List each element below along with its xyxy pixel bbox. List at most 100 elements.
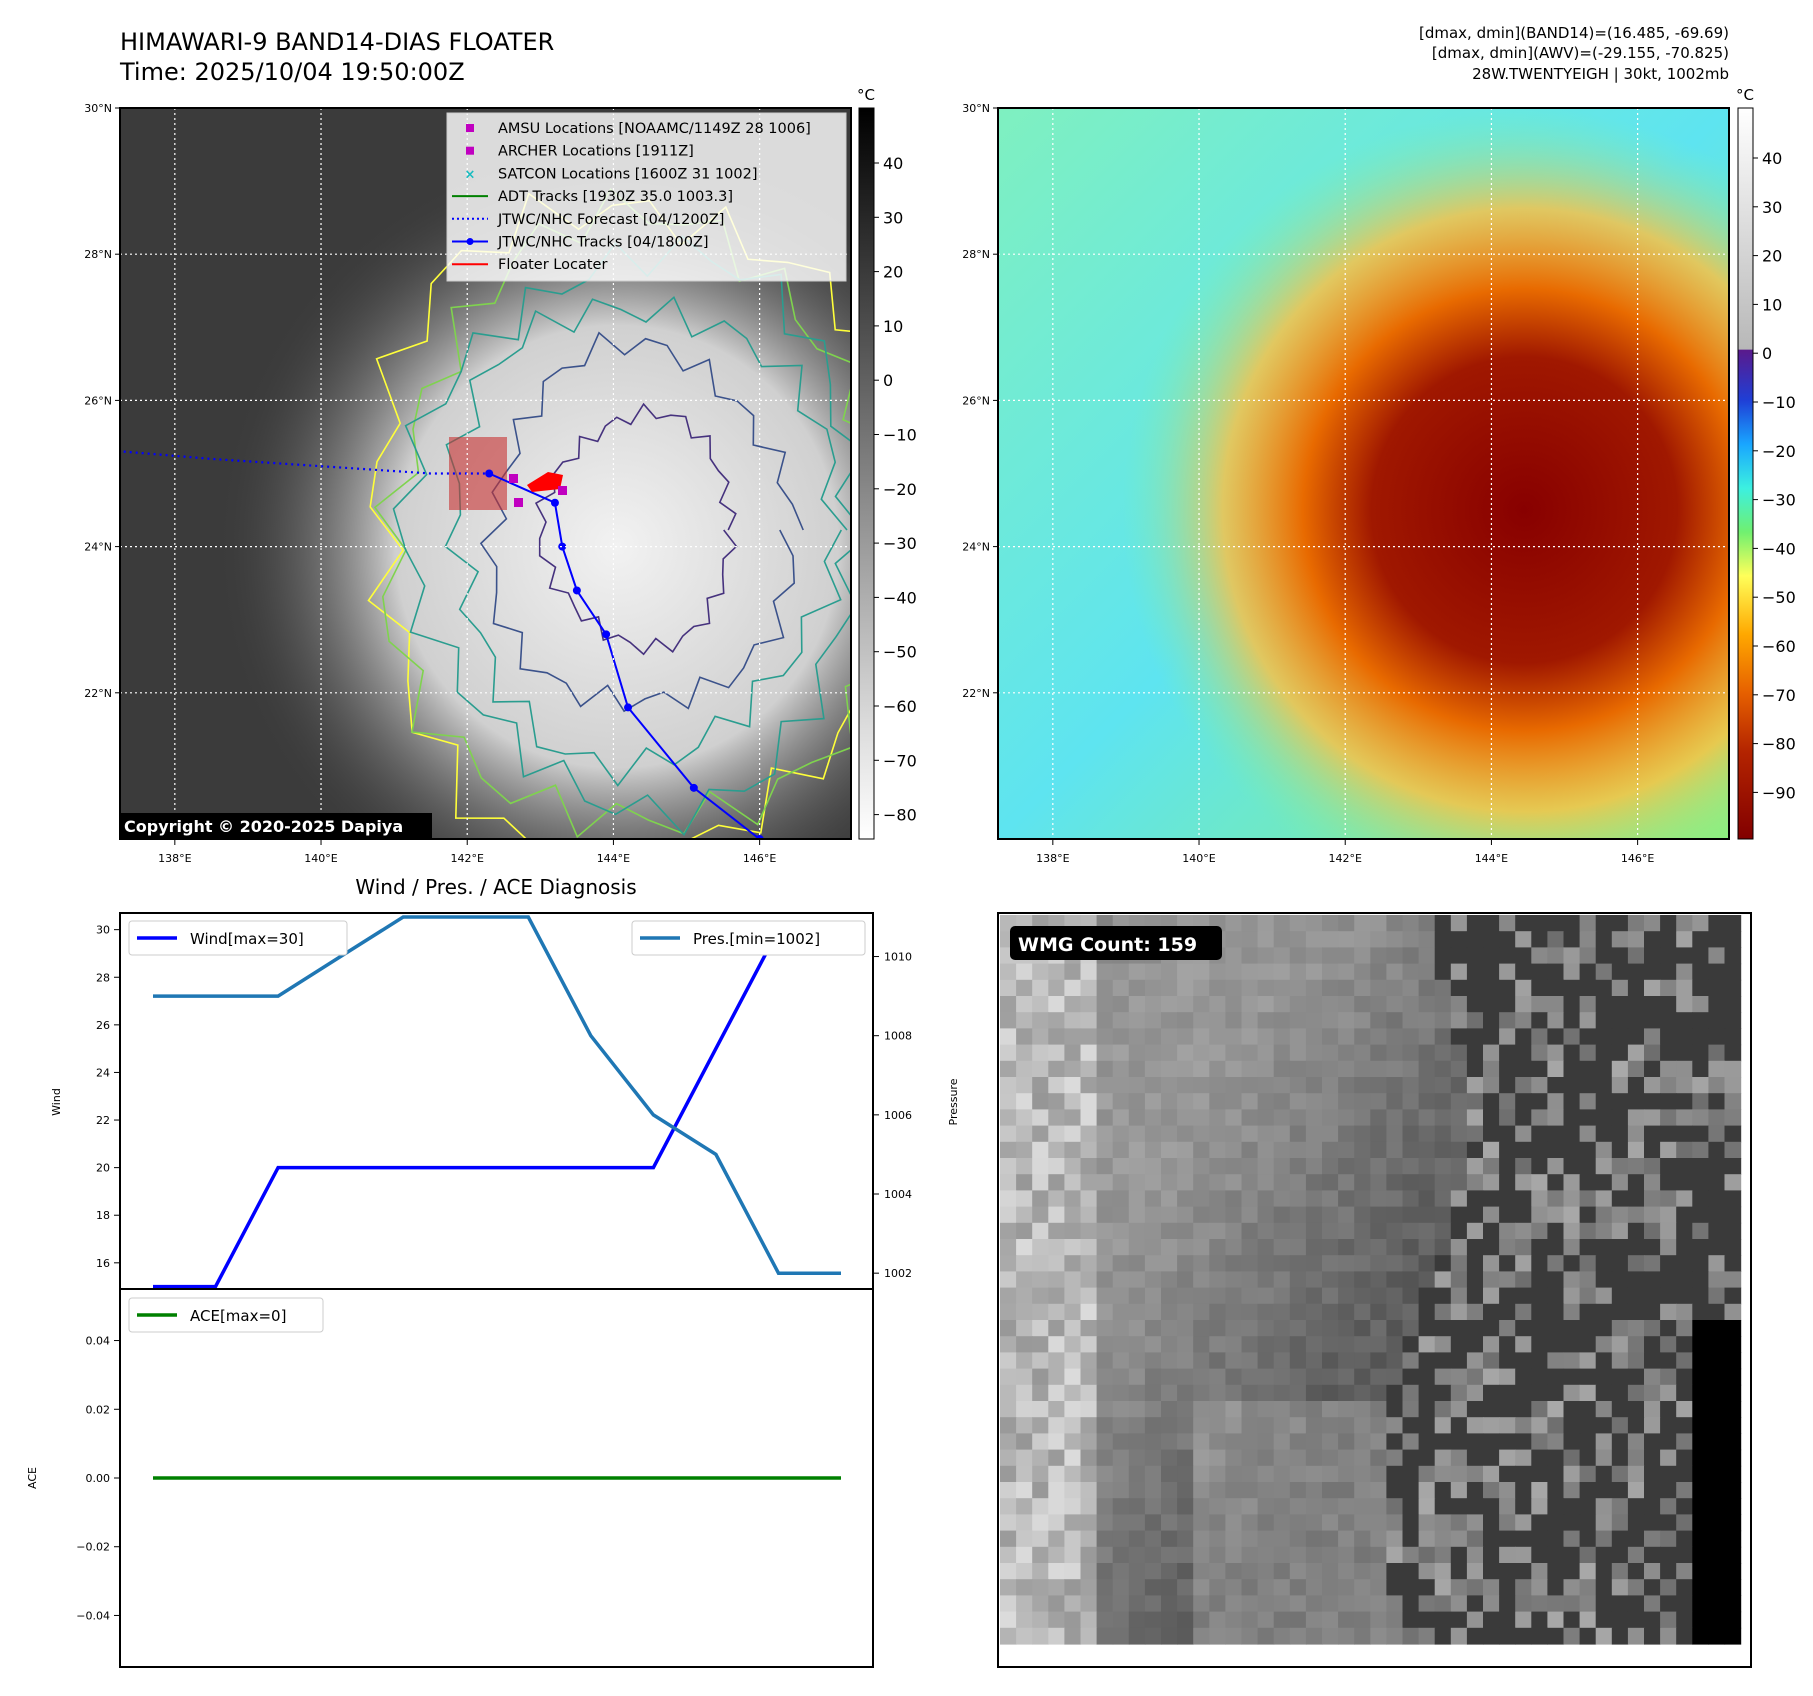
wmg-cell <box>1660 1401 1677 1418</box>
wmg-cell <box>1048 1530 1065 1548</box>
wmg-cell <box>1531 1563 1548 1580</box>
wmg-cell <box>1708 1012 1726 1029</box>
wmg-cell <box>1305 1627 1323 1645</box>
wmg-cell <box>1402 1449 1420 1467</box>
wmg-cell <box>1563 1287 1581 1305</box>
wmg-cell <box>1161 1595 1178 1613</box>
wmg-cell <box>1547 915 1565 932</box>
wmg-cell <box>1515 1401 1532 1418</box>
wmg-cell <box>1627 1433 1645 1451</box>
wmg-cell <box>1595 1611 1613 1629</box>
wmg-cell <box>1032 979 1049 997</box>
wmg-cell <box>1660 1239 1677 1256</box>
wmg-cell <box>1483 1028 1500 1046</box>
wmg-cell <box>1724 1498 1742 1515</box>
wmg-cell <box>1257 915 1275 932</box>
wmg-cell <box>1418 915 1436 932</box>
wmg-cell <box>1660 996 1677 1013</box>
wmg-cell <box>1708 1546 1726 1564</box>
wmg-cell <box>1644 1206 1661 1224</box>
wmg-cell <box>1128 1368 1146 1386</box>
wmg-cell <box>1032 1012 1049 1029</box>
wmg-cell <box>1064 1579 1082 1596</box>
wmg-cell <box>1064 1595 1082 1613</box>
wmg-cell <box>1096 1498 1114 1515</box>
wmg-cell <box>1209 979 1226 997</box>
wmg-cell <box>1305 1303 1323 1321</box>
wmg-cell <box>1241 979 1259 997</box>
wmg-cell <box>1676 1417 1693 1434</box>
wmg-cell <box>1112 1433 1130 1451</box>
wmg-cell <box>1241 1368 1259 1386</box>
wmg-cell <box>1016 1417 1033 1434</box>
wmg-cell <box>1161 1158 1178 1175</box>
wmg-cell <box>1064 1482 1082 1499</box>
wmg-cell <box>1000 1579 1017 1596</box>
wmg-cell <box>1241 915 1259 932</box>
wmg-cell <box>1322 915 1339 932</box>
wmg-cell <box>1016 1222 1033 1240</box>
awv-lat-ticks: 30°N28°N26°N24°N22°N <box>962 102 998 700</box>
wmg-cell <box>1144 1190 1162 1208</box>
wind-pressure-chart: Wind / Pres. / ACE Diagnosis Wind Pressu… <box>50 875 960 1290</box>
ir-contour-ring <box>534 402 738 656</box>
wmg-cell <box>1209 1174 1226 1191</box>
ir-lat-ticks: 30°N28°N26°N24°N22°N <box>84 102 120 700</box>
lat-tick-label: 28°N <box>84 248 112 261</box>
wmg-cell <box>1402 1206 1420 1224</box>
wmg-cell <box>1644 1368 1661 1386</box>
wmg-cell <box>1450 1239 1468 1256</box>
wmg-cell <box>1660 1433 1677 1451</box>
wmg-cell <box>1418 1320 1436 1337</box>
wmg-cell <box>1273 1417 1291 1434</box>
wmg-cell <box>1177 1482 1194 1499</box>
wmg-cell <box>1225 1077 1243 1094</box>
wmg-cell <box>1418 1384 1436 1402</box>
wmg-cell <box>1177 1417 1194 1434</box>
wmg-cell <box>1112 1239 1130 1256</box>
wmg-cell <box>1434 1158 1452 1175</box>
wmg-cell <box>1048 1384 1065 1402</box>
wmg-cell <box>1128 1303 1146 1321</box>
wmg-cell <box>1305 963 1323 981</box>
wmg-cell <box>1386 1287 1404 1305</box>
wmg-cell <box>1547 1028 1565 1046</box>
wmg-cell <box>1644 1595 1661 1613</box>
wmg-cell <box>1708 931 1726 948</box>
wmg-cell <box>1322 1271 1339 1289</box>
ir-contour-ring <box>479 331 804 713</box>
wmg-cell <box>1338 1287 1355 1305</box>
wmg-cell <box>1048 1271 1065 1289</box>
wmg-cell <box>1064 1012 1082 1029</box>
wmg-cell <box>1257 1303 1275 1321</box>
wmg-cell <box>1676 1368 1693 1386</box>
colorbar-tick-label: 0 <box>883 371 893 390</box>
wmg-cell <box>1225 1060 1243 1078</box>
wmg-cell <box>1418 1595 1436 1613</box>
wmg-cell <box>1193 1239 1210 1256</box>
wmg-cell <box>1692 996 1709 1013</box>
wmg-cell <box>1305 915 1323 932</box>
wmg-cell <box>1080 1044 1098 1062</box>
wmg-cell <box>1692 1287 1709 1305</box>
wmg-cell <box>1177 979 1194 997</box>
wmg-cell <box>1499 915 1516 932</box>
wmg-cell <box>1450 1449 1468 1467</box>
wmg-cell <box>1386 1044 1404 1062</box>
lat-tick-label: 24°N <box>962 541 990 554</box>
wmg-cell <box>1096 1530 1114 1548</box>
wmg-cell <box>1322 1141 1339 1159</box>
wmg-cell <box>1112 1401 1130 1418</box>
wmg-cell <box>1531 1125 1548 1143</box>
wmg-cell <box>1563 1060 1581 1078</box>
wmg-cell <box>1257 1530 1275 1548</box>
wmg-cell <box>1644 1320 1661 1337</box>
wmg-cell <box>1499 1320 1516 1337</box>
wmg-cell <box>1032 1336 1049 1353</box>
wmg-cell <box>1402 1028 1420 1046</box>
wmg-cell <box>1289 1433 1307 1451</box>
wmg-cell <box>1128 1384 1146 1402</box>
wmg-cell <box>1241 1530 1259 1548</box>
wmg-cell <box>1708 1320 1726 1337</box>
wmg-cell <box>1450 1401 1468 1418</box>
